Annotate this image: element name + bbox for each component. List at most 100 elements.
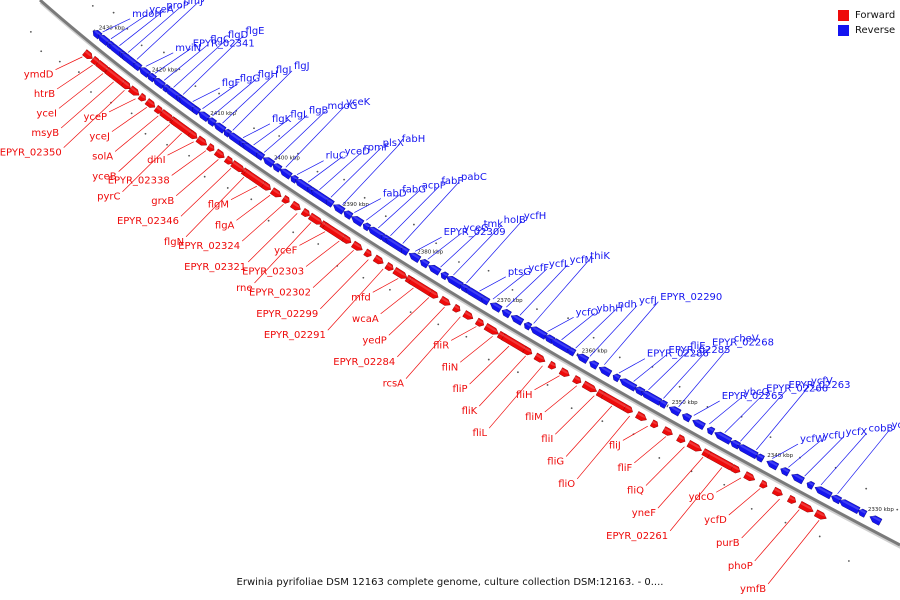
reverse-gene-shade (714, 431, 731, 441)
map-caption: Erwinia pyrifoliae DSM 12163 complete ge… (236, 577, 664, 588)
forward-gene-label: EPYR_02302 (249, 288, 311, 299)
forward-leader-line (241, 203, 284, 242)
reverse-gene (489, 302, 503, 313)
reverse-gene (290, 175, 299, 184)
reverse-gene-label: tmk (484, 219, 504, 230)
reverse-leader-line (709, 396, 743, 425)
orf-marker (487, 358, 490, 361)
scale-label: 2420 kbp (152, 67, 178, 73)
reverse-leader-line (693, 400, 720, 416)
forward-gene-shade (815, 510, 827, 517)
forward-leader-line (460, 335, 493, 363)
reverse-leader-line (110, 14, 148, 40)
forward-gene-label: yceF (274, 245, 298, 256)
forward-leader-line (450, 326, 477, 341)
orf-marker (511, 288, 514, 291)
forward-gene-shade (139, 93, 146, 99)
forward-leader-line (299, 231, 326, 246)
forward-gene-shade (342, 235, 352, 242)
forward-gene-shade (323, 222, 350, 241)
reverse-gene-shade (367, 225, 384, 237)
reverse-leader-line (163, 44, 209, 81)
forward-gene (581, 380, 598, 393)
orf-marker (601, 420, 604, 423)
reverse-gene (279, 168, 293, 180)
forward-leader-line (372, 278, 399, 293)
forward-gene-label: rne (236, 283, 252, 294)
orf-marker (769, 436, 772, 439)
reverse-gene-shade (839, 498, 860, 511)
forward-gene (572, 375, 582, 385)
reverse-gene-shade (634, 386, 644, 393)
reverse-gene-shade (121, 52, 140, 67)
reverse-gene-shade (707, 427, 714, 432)
forward-gene-label: EPYR_02321 (184, 262, 246, 273)
orf-marker (409, 311, 412, 314)
forward-gene-label: ycfD (704, 515, 727, 526)
reverse-gene-label: cobB (869, 423, 894, 434)
reverse-gene (589, 360, 600, 370)
reverse-leader-line (232, 70, 293, 131)
orf-marker (267, 219, 270, 222)
reverse-leader-line (307, 156, 343, 183)
scale-label: 2400 kbp (274, 156, 300, 162)
orf-marker (140, 44, 143, 47)
forward-leader-line (247, 213, 298, 263)
reverse-gene-shade (730, 439, 740, 446)
orf-marker (130, 112, 133, 115)
reverse-gene-label: EPYR_02290 (660, 292, 722, 303)
reverse-gene (419, 259, 430, 269)
forward-leader-line (171, 150, 207, 176)
orf-marker (413, 223, 415, 226)
forward-gene-label: mfd (351, 292, 371, 303)
forward-gene-label: EPYR_02324 (178, 241, 240, 252)
reverse-gene (325, 198, 335, 208)
reverse-gene (262, 157, 276, 168)
forward-gene-label: fliJ (609, 440, 621, 451)
reverse-gene (147, 73, 158, 83)
forward-gene (350, 240, 363, 251)
reverse-gene-shade (207, 116, 216, 124)
forward-gene-label: EPYR_02291 (264, 330, 326, 341)
forward-gene-label: fliL (472, 428, 487, 439)
forward-gene-label: wcaA (352, 314, 379, 325)
reverse-gene-shade (755, 453, 764, 459)
orf-marker (343, 178, 346, 181)
forward-gene-shade (352, 241, 363, 249)
forward-leader-line (555, 395, 595, 435)
reverse-gene-label: ycfJ (639, 296, 657, 307)
forward-leader-line (634, 436, 667, 464)
forward-gene (341, 234, 352, 244)
reverse-leader-line (466, 220, 523, 284)
forward-leader-line (111, 106, 147, 132)
orf-marker (567, 317, 569, 320)
forward-leader-line (254, 222, 312, 284)
reverse-leader-line (678, 343, 733, 408)
forward-gene-shade (440, 296, 451, 304)
reverse-gene-shade (576, 353, 588, 361)
orf-marker (784, 521, 787, 524)
forward-leader-line (754, 509, 800, 562)
forward-gene (300, 207, 310, 217)
reverse-leader-line (354, 198, 382, 213)
reverse-leader-line (296, 160, 324, 175)
orf-marker (362, 276, 365, 279)
forward-gene-shade (393, 267, 408, 277)
reverse-leader-line (804, 436, 844, 477)
reverse-gene-shade (363, 222, 370, 228)
reverse-leader-line (575, 309, 617, 349)
reverse-gene-shade (400, 246, 409, 252)
forward-gene-label: fliR (433, 340, 449, 351)
orf-marker (750, 507, 753, 510)
orf-marker (458, 261, 460, 263)
scale-label: 2330 kbp (868, 507, 894, 513)
forward-gene-label: fliK (462, 406, 478, 417)
forward-gene-shade (708, 452, 736, 468)
forward-gene-label: fliN (442, 362, 459, 373)
reverse-leader-line (319, 152, 362, 190)
forward-gene (676, 434, 686, 444)
forward-gene (289, 200, 301, 211)
reverse-gene (510, 315, 525, 326)
forward-gene (281, 195, 290, 204)
forward-gene-label: htrB (34, 89, 55, 100)
